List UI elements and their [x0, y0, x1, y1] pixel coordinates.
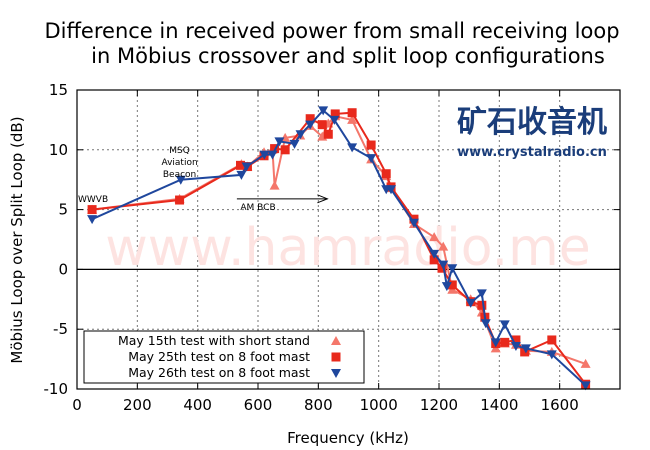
- data-point: [429, 249, 440, 259]
- legend-label: May 26th test on 8 foot mast: [128, 365, 310, 380]
- x-tick-label: 1200: [420, 396, 458, 414]
- series-3: [87, 106, 591, 391]
- data-point: [547, 335, 557, 345]
- data-point: [259, 150, 270, 160]
- data-point: [347, 108, 357, 118]
- data-point: [500, 337, 510, 347]
- annotation-msq: MSQ: [169, 146, 190, 156]
- data-point: [330, 109, 340, 119]
- x-tick-label: 200: [123, 396, 152, 414]
- data-point: [347, 143, 358, 153]
- data-point: [236, 170, 247, 180]
- x-tick-label: 400: [183, 396, 212, 414]
- annotation-msq: Aviation: [161, 158, 197, 168]
- y-tick-label: -10: [44, 380, 69, 398]
- y-tick-label: 10: [49, 141, 68, 159]
- data-point: [386, 185, 397, 195]
- data-point: [87, 215, 98, 225]
- data-point: [280, 145, 290, 155]
- crystalradio-logo: 矿石收音机 www.crystalradio.cn: [457, 105, 607, 160]
- data-point: [438, 260, 449, 270]
- data-point: [347, 114, 358, 124]
- legend-label: May 15th test with short stand: [118, 333, 310, 348]
- data-point: [317, 120, 327, 130]
- x-tick-label: 1000: [360, 396, 398, 414]
- annotation-am-bcb: AM BCB: [240, 203, 275, 213]
- data-point: [87, 205, 97, 215]
- y-tick-label: 0: [58, 260, 68, 278]
- data-point: [289, 139, 300, 149]
- data-point: [546, 350, 557, 360]
- data-point: [441, 282, 452, 292]
- data-point: [465, 298, 476, 308]
- data-point: [236, 160, 246, 170]
- data-point: [520, 344, 531, 354]
- data-point: [175, 195, 185, 205]
- data-point: [323, 129, 333, 139]
- arrow-head-icon: [317, 194, 329, 204]
- data-point: [429, 255, 439, 265]
- data-point: [305, 120, 316, 130]
- legend-marker: [331, 336, 341, 345]
- x-tick-label: 0: [72, 396, 82, 414]
- data-point: [499, 320, 510, 330]
- y-axis-label: Möbius Loop over Split Loop (dB): [8, 116, 26, 363]
- data-point: [274, 137, 285, 147]
- data-point: [381, 169, 391, 179]
- annotation-msq: Beacon: [163, 170, 196, 180]
- data-point: [318, 106, 329, 116]
- x-tick-label: 1600: [541, 396, 579, 414]
- data-point: [408, 218, 419, 228]
- data-point: [480, 319, 491, 329]
- data-point: [447, 264, 458, 274]
- data-point: [267, 150, 278, 160]
- watermark: www.hamradio.me: [105, 218, 591, 278]
- plot-frame: [76, 89, 621, 390]
- data-point: [580, 358, 591, 368]
- x-tick-label: 1400: [480, 396, 518, 414]
- data-point: [366, 140, 376, 150]
- data-point: [490, 338, 501, 348]
- data-point: [477, 300, 487, 310]
- logo-chinese: 矿石收音机: [457, 105, 607, 140]
- data-point: [305, 114, 315, 124]
- data-point: [366, 154, 377, 164]
- data-point: [476, 289, 487, 299]
- chart-title-line-2: in Möbius crossover and split loop confi…: [91, 44, 605, 68]
- data-point: [329, 115, 340, 125]
- data-point: [447, 280, 457, 290]
- data-point: [175, 175, 186, 185]
- x-axis-label: Frequency (kHz): [287, 429, 409, 447]
- data-point: [295, 130, 306, 140]
- y-tick-label: 5: [58, 201, 68, 219]
- data-point: [269, 180, 280, 190]
- data-point: [580, 381, 591, 391]
- data-point: [510, 341, 521, 351]
- chart-title-line-1: Difference in received power from small …: [44, 19, 619, 43]
- data-point: [438, 241, 449, 251]
- legend-label: May 25th test on 8 foot mast: [128, 349, 310, 364]
- data-point: [241, 162, 252, 172]
- y-tick-label: 15: [49, 81, 68, 99]
- legend-marker: [331, 369, 341, 378]
- y-tick-label: -5: [53, 320, 68, 338]
- data-point: [511, 335, 521, 345]
- logo-url: www.crystalradio.cn: [457, 145, 607, 160]
- x-tick-label: 600: [244, 396, 273, 414]
- legend-marker: [331, 352, 341, 362]
- data-point: [429, 232, 440, 242]
- data-point: [437, 263, 447, 273]
- annotation-wwvb: WWVB: [78, 195, 108, 205]
- x-tick-label: 800: [304, 396, 333, 414]
- data-point: [520, 347, 530, 357]
